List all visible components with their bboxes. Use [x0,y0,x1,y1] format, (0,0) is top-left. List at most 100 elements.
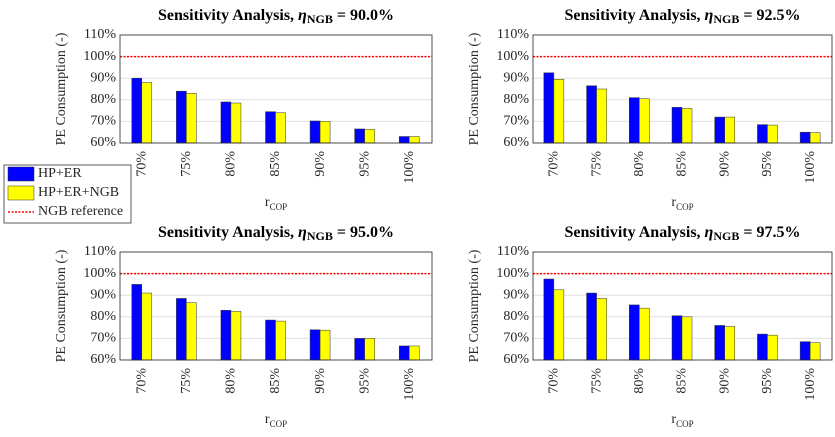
chart-title: Sensitivity Analysis, ηNGB = 92.5% [565,7,801,26]
bar [639,98,650,144]
y-tick-label: 80% [503,92,529,107]
y-tick-label: 110% [84,244,116,259]
bar [543,72,555,144]
x-label-text: r [265,195,270,210]
y-axis-label: PE Consumption (-) [54,249,69,362]
legend-swatch [7,166,35,182]
bar [799,131,811,144]
x-tick-label: 80% [632,368,647,394]
bar [131,77,143,144]
x-tick-label: 75% [179,368,194,394]
y-tick-label: 60% [90,352,116,367]
bar [354,128,365,144]
bar [757,333,768,361]
bar [141,82,153,144]
x-tick-label: 90% [313,368,328,394]
title-subscript: NGB [307,229,333,243]
y-axis-label: PE Consumption (-) [467,32,482,145]
y-tick-label: 90% [90,287,116,302]
y-tick-label: 80% [503,309,529,324]
x-tick-label: 95% [357,368,372,394]
bar [671,107,683,144]
x-axis-label: rCOP [265,195,287,212]
bar [131,284,143,361]
x-tick-label: 70% [135,151,150,177]
x-tick-label: 100% [803,368,818,401]
y-tick-label: 80% [90,309,116,324]
x-tick-label: 85% [675,151,690,177]
bar [265,111,276,144]
bar [309,329,321,361]
bar [767,124,778,144]
x-tick-label: 70% [547,368,562,394]
title-text: Sensitivity Analysis, [158,224,294,241]
bar [724,326,735,361]
bar [186,302,197,361]
bar [586,292,597,361]
title-text: Sensitivity Analysis, [158,7,294,24]
y-tick-label: 60% [90,135,116,150]
x-tick-label: 90% [717,368,732,394]
x-tick-label: 80% [632,151,647,177]
title-value: = 97.5% [743,224,800,241]
x-tick-label: 95% [357,151,372,177]
title-value: = 92.5% [743,7,800,24]
bar [230,102,242,144]
x-tick-label: 90% [313,151,328,177]
bar [553,79,565,144]
bar [220,101,232,144]
bar [176,90,187,144]
y-tick-label: 70% [90,114,116,129]
x-tick-label: 85% [675,368,690,394]
title-subscript: NGB [307,12,333,26]
x-axis-label: rCOP [265,412,287,429]
x-tick-label: 95% [760,151,775,177]
bar [230,311,242,361]
bar [629,304,640,361]
title-symbol: η [298,224,307,241]
x-tick-label: 100% [402,151,417,184]
x-label-text: r [265,412,270,427]
title-value: = 90.0% [337,7,394,24]
bar [596,88,607,144]
bar [364,129,375,144]
x-label-text: r [671,195,676,210]
x-tick-label: 100% [803,151,818,184]
bar [714,116,725,144]
title-value: = 95.0% [337,224,394,241]
x-tick-label: 100% [402,368,417,401]
x-tick-label: 80% [224,151,239,177]
title-subscript: NGB [713,12,739,26]
chart-title: Sensitivity Analysis, ηNGB = 90.0% [158,7,394,26]
title-text: Sensitivity Analysis, [565,7,701,24]
x-tick-label: 80% [224,368,239,394]
bar [364,338,375,361]
bar [553,289,565,361]
plot-frame [532,34,833,144]
bar [714,325,725,361]
x-tick-label: 75% [589,368,604,394]
bar [408,345,420,361]
y-tick-label: 70% [90,331,116,346]
y-axis-label: PE Consumption (-) [467,249,482,362]
y-tick-label: 90% [503,70,529,85]
y-tick-label: 60% [503,352,529,367]
bar [398,136,410,144]
plot-frame [532,251,833,361]
y-tick-label: 60% [503,135,529,150]
y-tick-label: 100% [83,49,116,64]
bar [398,345,410,361]
y-tick-label: 90% [90,70,116,85]
y-tick-label: 110% [497,27,529,42]
plot-frame [119,251,433,361]
bar [799,341,811,361]
x-tick-label: 75% [179,151,194,177]
bar [319,121,331,144]
title-symbol: η [705,7,714,24]
bar [809,132,821,144]
bar [757,124,768,144]
x-label-subscript: COP [676,202,694,212]
legend-label: HP+ER [38,166,82,181]
bar [671,315,683,361]
bar [408,136,420,144]
